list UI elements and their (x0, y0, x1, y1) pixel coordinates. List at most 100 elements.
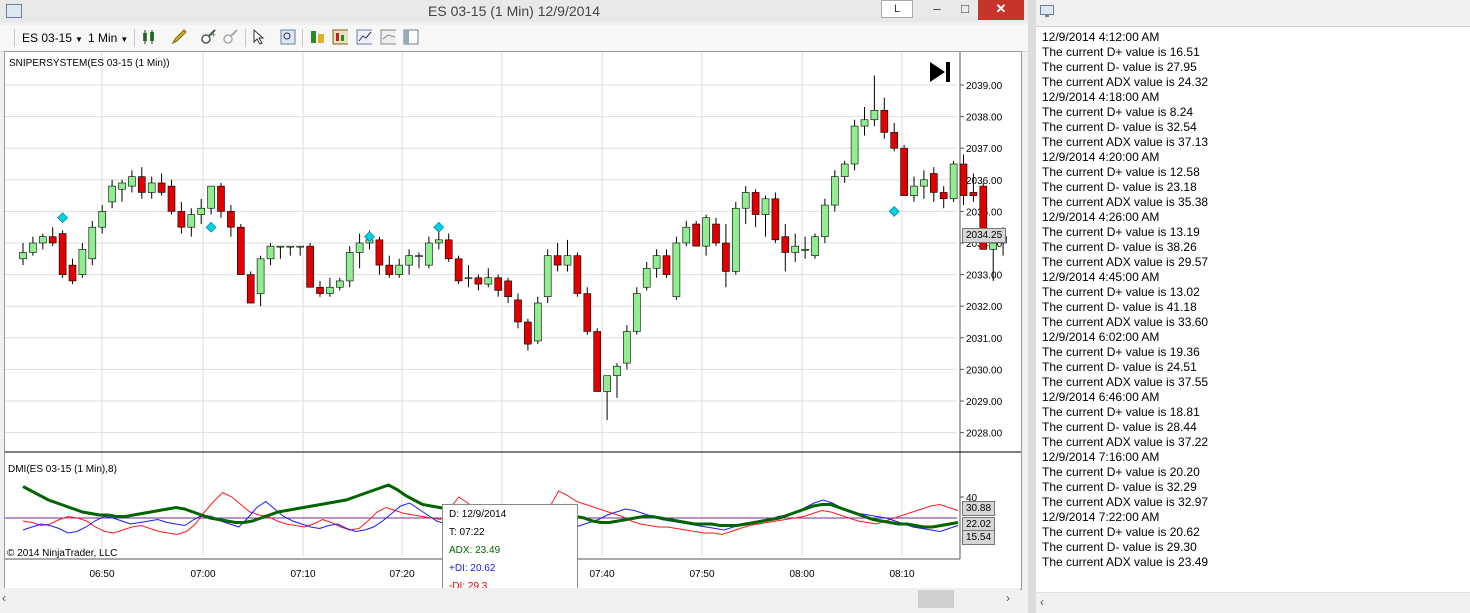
output-horizontal-scrollbar[interactable]: ‹ (1036, 592, 1470, 613)
candle (345, 252, 354, 282)
svg-text:+: + (211, 30, 216, 40)
toolbar-separator (245, 29, 246, 47)
candle (771, 198, 780, 241)
candle (454, 258, 463, 282)
candle (227, 211, 235, 228)
candle (217, 185, 225, 212)
maximize-button[interactable]: □ (961, 1, 969, 16)
candle (910, 185, 918, 196)
price-tick-label: 2039.00 (966, 81, 1003, 92)
price-tick-label: 2033.00 (966, 271, 1003, 282)
candle (514, 299, 522, 323)
candle (603, 375, 611, 392)
dmi-value-tag-top: 30.88 (962, 501, 996, 516)
tooltip-date: D: 12/9/2014 (449, 509, 507, 520)
candle (642, 267, 651, 288)
dmi-value-tag-low: 15.54 (962, 530, 996, 545)
candle (167, 185, 176, 212)
time-tick-label: 07:40 (589, 569, 614, 580)
zoom-in-icon[interactable]: + (200, 29, 216, 45)
output-line: The current D- value is 41.18 (1042, 300, 1197, 314)
strategies-icon[interactable] (332, 29, 348, 45)
signal-diamond (57, 212, 69, 224)
candle (29, 242, 37, 253)
candle (415, 255, 423, 257)
candle (613, 365, 621, 377)
candle (246, 274, 255, 304)
candle (969, 192, 978, 196)
candle (207, 185, 215, 209)
time-tick-label: 08:10 (889, 569, 914, 580)
candle (702, 217, 710, 247)
chart-properties-icon[interactable] (380, 29, 396, 45)
candle (88, 226, 97, 260)
output-line: The current D+ value is 19.36 (1042, 345, 1200, 359)
instrument-label: ES 03-15 (22, 31, 73, 45)
last-price-tag: 2034.25 (962, 228, 1007, 243)
cursor-icon[interactable] (252, 29, 268, 45)
scroll-left-icon[interactable]: ‹ (1040, 595, 1044, 609)
output-line: 12/9/2014 4:20:00 AM (1042, 150, 1160, 164)
zoom-out-icon[interactable] (222, 29, 238, 45)
minimize-button[interactable]: – (933, 1, 941, 16)
candle (989, 242, 998, 250)
toolbar-separator (134, 29, 135, 47)
close-button[interactable]: ✕ (978, 0, 1024, 20)
scroll-right-icon[interactable]: › (1006, 591, 1010, 605)
copyright-text: © 2014 NinjaTrader, LLC (7, 548, 118, 559)
dmi-tick-label: 40 (966, 493, 978, 504)
chevron-down-icon: ▼ (75, 35, 83, 44)
tooltip-time: T: 07:22 (449, 527, 485, 538)
magnifier-icon[interactable] (280, 29, 296, 45)
output-window: 12/9/2014 4:12:00 AM The current D+ value… (1036, 0, 1470, 613)
title-bar[interactable]: ES 03-15 (1 Min) 12/9/2014 L – □ ✕ (0, 0, 1028, 22)
candle (741, 192, 750, 209)
candle (187, 214, 196, 228)
candle (38, 236, 47, 244)
interval-selector[interactable]: 1 Min ▼ (88, 31, 128, 45)
window-divider[interactable] (1028, 0, 1036, 613)
time-tick-label: 06:50 (89, 569, 114, 580)
draw-pencil-icon[interactable] (171, 29, 187, 45)
output-window-icon[interactable] (1040, 5, 1054, 17)
candle (395, 264, 404, 275)
candle (484, 277, 493, 285)
chevron-down-icon: ▼ (120, 35, 129, 44)
candle (405, 255, 413, 266)
price-tick-label: 2028.00 (966, 429, 1003, 440)
instrument-selector[interactable]: ES 03-15 ▼ (22, 31, 83, 45)
candle (157, 182, 166, 193)
output-line: The current ADX value is 37.55 (1042, 375, 1209, 389)
scroll-thumb[interactable] (918, 590, 954, 608)
candle (524, 321, 532, 345)
chart-horizontal-scrollbar[interactable]: ‹ › (0, 588, 1020, 610)
chart-style-icon[interactable] (141, 29, 157, 45)
candle (355, 242, 364, 253)
candle (979, 185, 988, 250)
candle (434, 239, 443, 244)
time-tick-label: 07:00 (190, 569, 215, 580)
output-line: The current D- value is 32.29 (1042, 480, 1197, 494)
data-tooltip: D: 12/9/2014 T: 07:22 ADX: 23.49 +DI: 20… (442, 504, 578, 598)
candle (791, 245, 800, 253)
scroll-left-icon[interactable]: ‹ (2, 591, 6, 605)
candle (197, 207, 205, 215)
output-line: 12/9/2014 4:18:00 AM (1042, 90, 1160, 104)
output-text-area[interactable]: 12/9/2014 4:12:00 AM The current D+ value… (1042, 30, 1208, 570)
indicators-icon[interactable] (309, 29, 325, 45)
candle (830, 176, 839, 206)
candle (177, 211, 186, 228)
candle (276, 245, 285, 248)
chart-area[interactable]: 2039.002038.002037.002036.002035.002034.… (4, 51, 1022, 590)
skip-to-end-icon (946, 62, 950, 82)
candle (929, 173, 938, 193)
signal-diamond (205, 221, 217, 233)
data-box-icon[interactable] (403, 29, 419, 45)
candle (712, 223, 720, 244)
candle (959, 163, 968, 196)
output-line: The current D+ value is 12.58 (1042, 165, 1200, 179)
price-tick-label: 2029.00 (966, 397, 1003, 408)
chart-properties-icon[interactable] (356, 29, 372, 45)
candle (474, 277, 483, 285)
layout-button[interactable]: L (881, 0, 913, 18)
